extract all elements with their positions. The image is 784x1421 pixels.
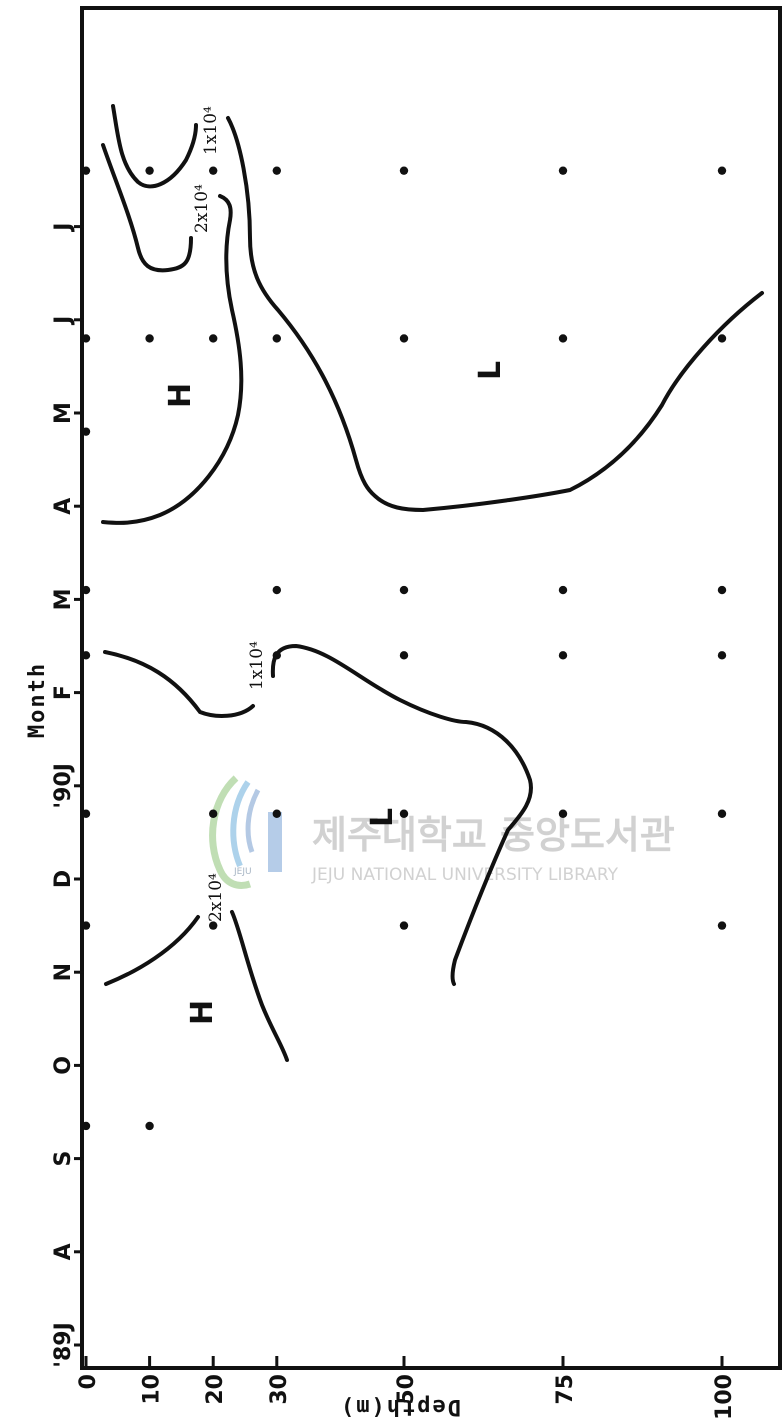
sampling-point [272,334,281,343]
sampling-point [272,809,281,818]
contour-label-upper-1e4: 1x10⁴ [201,106,221,155]
sampling-point [81,921,91,930]
depth-tick-label: 100 [712,1374,737,1420]
sampling-point [81,334,91,343]
depth-tick-label: 10 [140,1374,165,1405]
sampling-point [81,1121,91,1131]
region-label-upper-low: L [473,361,508,380]
sampling-point [558,651,568,660]
depth-tick-label: 20 [203,1374,228,1405]
sampling-point [399,334,409,343]
contour-line-lower-1e4-right [270,643,533,986]
contour-line-upper-2e4-outer [101,143,193,273]
watermark-english: JEJU NATIONAL UNIVERSITY LIBRARY [311,865,619,885]
sampling-point [81,585,91,595]
contour-label-lower-2e4: 2x10⁴ [206,873,226,922]
contour-lines [101,104,764,1062]
sampling-point [717,921,727,930]
sampling-point [399,166,409,175]
sampling-points [81,166,727,1131]
contour-label-lower-1e4: 1x10⁴ [247,641,267,690]
plot-frame [80,6,782,1370]
region-label-upper-high: H [163,383,198,408]
sampling-point [717,585,727,595]
sampling-point [558,585,568,595]
month-tick-label: M [51,588,76,610]
sampling-point [399,651,409,660]
watermark-korean: 제주대학교 중앙도서관 [312,813,675,857]
depth-tick-label: 50 [394,1374,419,1405]
contour-label-upper-2e4: 2x10⁴ [192,184,212,233]
month-tick-label: N [51,963,76,981]
sampling-point [145,1121,154,1131]
contour-line-upper-high-boundary [101,194,244,525]
contour-line-lower-1e4 [103,650,255,718]
month-tick-label: '89J [51,1322,76,1368]
contour-line-lower-2e4-right [230,910,289,1062]
library-logo: JEJU [209,775,261,889]
sampling-point [209,809,218,818]
sampling-point [209,334,218,343]
library-logo-bar [268,812,282,872]
region-label-lower-high: H [185,1000,220,1025]
month-tick-label: '90J [51,763,76,809]
month-tick-label: J [51,316,76,326]
sampling-point [209,921,218,930]
sampling-point [717,809,727,818]
month-tick-label: D [51,870,76,888]
sampling-point [399,921,409,930]
depth-tick-label: 75 [553,1374,578,1405]
sampling-point [558,809,568,818]
sampling-point [81,166,91,175]
contour-line-upper-1e4 [226,116,764,513]
library-logo-text: JEJU [233,867,252,877]
month-tick-label: O [51,1056,76,1075]
sampling-point [717,334,727,343]
sampling-point [81,809,91,818]
sampling-point [272,166,281,175]
sampling-point [272,585,281,595]
month-tick-label: F [51,685,76,700]
tick-group: 0 10 20 30 50 75 100 '89J A S O N D '90J F M A M J J [51,223,737,1420]
month-tick-label: S [51,1151,76,1167]
sampling-point [209,166,218,175]
depth-axis-title: Depth(m) [339,1394,461,1419]
month-tick-label: M [51,402,76,424]
sampling-point [558,334,568,343]
sampling-point [145,334,154,343]
month-tick-label: J [51,223,76,233]
depth-tick-label: 0 [76,1374,101,1389]
month-tick-label: A [51,498,76,515]
depth-tick-label: 30 [267,1374,292,1405]
contour-line-lower-2e4-left [104,915,200,986]
library-watermark: JEJU 제주대학교 중앙도서관 JEJU NATIONAL UNIVERSIT… [209,775,675,889]
sampling-point [717,166,727,175]
sampling-point [399,585,409,595]
sampling-point [81,427,91,436]
month-axis-title: Month [25,662,50,738]
sampling-point [717,651,727,660]
contour-line-upper-2e4 [111,104,198,189]
region-label-lower-low: L [365,808,400,827]
sampling-point [145,166,154,175]
sampling-point [81,651,91,660]
sampling-point [558,166,568,175]
month-tick-label: A [51,1243,76,1260]
sampling-point [399,809,409,818]
